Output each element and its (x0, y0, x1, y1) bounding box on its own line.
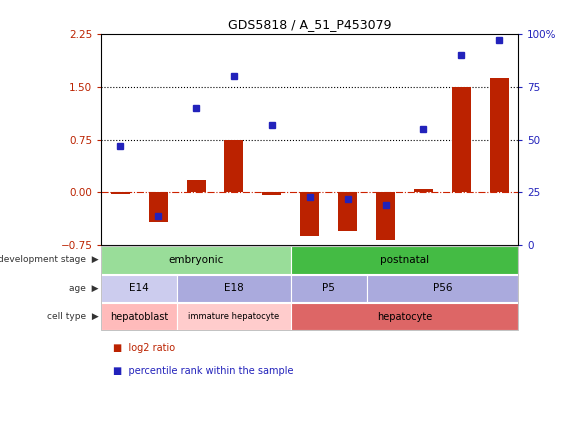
Text: P56: P56 (433, 283, 452, 293)
Text: E18: E18 (224, 283, 244, 293)
Bar (414, 189, 433, 192)
Text: ■  percentile rank within the sample: ■ percentile rank within the sample (113, 366, 294, 376)
Text: age  ▶: age ▶ (69, 284, 98, 293)
Title: GDS5818 / A_51_P453079: GDS5818 / A_51_P453079 (228, 18, 391, 31)
Bar (149, 192, 168, 222)
Text: postnatal: postnatal (380, 255, 429, 265)
Bar (452, 87, 471, 192)
Text: cell type  ▶: cell type ▶ (47, 312, 98, 321)
Bar (186, 180, 206, 192)
Bar (111, 192, 130, 194)
Bar (301, 192, 319, 236)
Text: development stage  ▶: development stage ▶ (0, 255, 98, 264)
Bar (490, 78, 509, 192)
Text: ■  log2 ratio: ■ log2 ratio (113, 343, 175, 353)
Text: P5: P5 (323, 283, 335, 293)
Bar (376, 192, 395, 240)
Text: immature hepatocyte: immature hepatocyte (188, 312, 280, 321)
Bar (225, 140, 243, 192)
Text: E14: E14 (129, 283, 149, 293)
Text: hepatoblast: hepatoblast (110, 312, 168, 321)
Bar (338, 192, 357, 231)
Text: embryonic: embryonic (168, 255, 223, 265)
Text: hepatocyte: hepatocyte (377, 312, 432, 321)
Bar (262, 192, 281, 195)
